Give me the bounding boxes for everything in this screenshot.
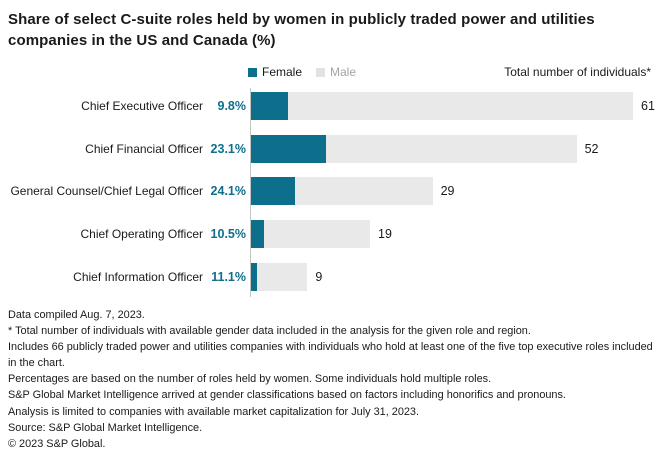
legend: Female Male (248, 65, 356, 79)
female-swatch-icon (248, 67, 257, 77)
footnote-line: Percentages are based on the number of r… (8, 373, 492, 386)
footnote-line: © 2023 S&P Global. (8, 437, 106, 450)
female-bar-segment (251, 134, 327, 163)
bar-row: Chief Operating Officer 10.5% 19 (0, 213, 660, 256)
stacked-bar (251, 262, 308, 291)
female-pct-label: 10.5% (210, 227, 246, 242)
total-count-label: 61 (641, 99, 655, 114)
male-bar-segment (257, 262, 308, 291)
bar-row: Chief Information Officer 11.1% 9 (0, 255, 660, 298)
total-individuals-header: Total number of individuals* (504, 65, 651, 79)
female-bar-segment (251, 92, 289, 121)
total-count-label: 19 (378, 227, 392, 242)
total-count-label: 29 (440, 184, 455, 199)
male-bar-segment (294, 177, 433, 206)
role-label: Chief Financial Officer (85, 141, 203, 156)
male-bar-segment (288, 92, 633, 121)
bar-row: Chief Financial Officer 23.1% 52 (0, 128, 660, 171)
row-label-area: Chief Information Officer 11.1% (0, 270, 250, 284)
total-count-label: 52 (584, 141, 599, 156)
legend-label-female: Female (262, 65, 303, 79)
female-pct-label: 24.1% (210, 184, 246, 199)
row-label-area: Chief Executive Officer 9.8% (0, 99, 250, 113)
stacked-bar (251, 177, 433, 206)
footnote-line: Analysis is limited to companies with av… (8, 405, 420, 418)
male-swatch-icon (316, 67, 326, 77)
role-label: Chief Information Officer (73, 269, 203, 284)
footnote-line: Includes 66 publicly traded power and ut… (8, 341, 653, 370)
female-bar-segment (251, 220, 264, 249)
female-bar-segment (251, 262, 258, 291)
footnotes: Data compiled Aug. 7, 2023. * Total numbe… (8, 307, 656, 452)
legend-item-male: Male (316, 65, 356, 79)
axis-line (250, 88, 251, 297)
bar-row: General Counsel/Chief Legal Officer 24.1%… (0, 170, 660, 213)
row-label-area: General Counsel/Chief Legal Officer 24.1% (0, 184, 250, 198)
female-pct-label: 9.8% (217, 99, 247, 114)
row-label-area: Chief Operating Officer 10.5% (0, 227, 250, 241)
footnote-line: Data compiled Aug. 7, 2023. (8, 309, 145, 321)
total-count-label: 9 (315, 269, 323, 284)
role-label: Chief Executive Officer (81, 99, 203, 114)
chart-title: Share of select C-suite roles held by wo… (8, 11, 595, 49)
row-label-area: Chief Financial Officer 23.1% (0, 142, 250, 156)
role-label: Chief Operating Officer (80, 227, 203, 242)
female-pct-label: 11.1% (211, 269, 246, 284)
legend-label-male: Male (330, 65, 357, 79)
stacked-bar (251, 134, 577, 163)
stacked-bar (251, 220, 370, 249)
female-pct-label: 23.1% (210, 141, 246, 156)
footnote-line: S&P Global Market Intelligence arrived a… (8, 389, 566, 402)
legend-item-female: Female (248, 65, 302, 79)
male-bar-segment (263, 220, 370, 249)
role-label: General Counsel/Chief Legal Officer (10, 184, 203, 199)
footnote-line: Source: S&P Global Market Intelligence. (8, 421, 203, 434)
male-bar-segment (326, 134, 577, 163)
footnote-line: * Total number of individuals with avail… (8, 325, 531, 338)
bar-rows: Chief Executive Officer 9.8% 61 Chief Finan… (0, 85, 660, 298)
bar-row: Chief Executive Officer 9.8% 61 (0, 85, 660, 128)
stacked-bar (251, 92, 633, 121)
female-bar-segment (251, 177, 295, 206)
